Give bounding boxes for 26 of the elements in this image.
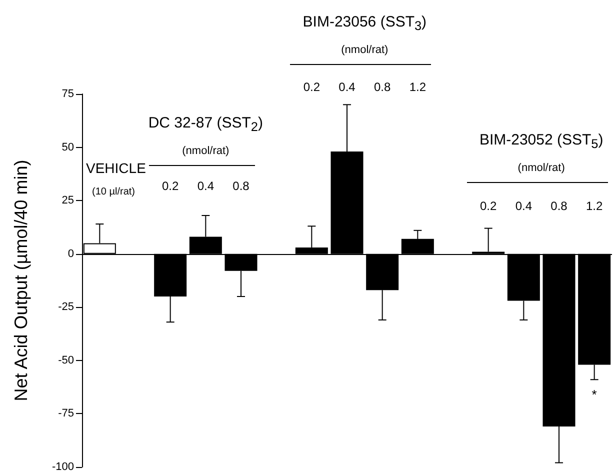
x-tick-label: 0.2 <box>162 179 179 193</box>
y-tick-label: -50 <box>58 354 74 366</box>
x-tick-label: 0.8 <box>374 80 391 94</box>
y-tick-label: -25 <box>58 301 74 314</box>
x-tick-label: 0.4 <box>515 199 532 213</box>
y-tick-label: 75 <box>62 88 74 100</box>
y-tick-label: -75 <box>58 408 74 420</box>
annotation: (10 µl/rat) <box>92 186 135 198</box>
x-tick-label: VEHICLE <box>86 160 146 176</box>
x-tick-label: 0.2 <box>303 80 320 94</box>
x-tick-label: 1.2 <box>586 199 603 213</box>
text: (nmol/rat) <box>341 44 388 56</box>
y-tick-label: 50 <box>62 141 74 154</box>
y-axis-title: Net Acid Output (µmol/40 min) <box>11 160 31 402</box>
y-tick-label: -100 <box>52 461 74 473</box>
annotation: (nmol/rat) <box>518 162 565 174</box>
x-tick-label: 1.2 <box>409 80 426 94</box>
x-tick-label: 0.8 <box>232 179 250 193</box>
x-tick-label: 0.4 <box>197 179 214 193</box>
y-tick-label: 0 <box>68 248 74 260</box>
y-tick-label: 25 <box>62 194 74 207</box>
x-tick-label: 0.2 <box>480 199 497 213</box>
annotation: * <box>592 387 597 402</box>
annotation: (nmol/rat) <box>182 145 230 157</box>
x-tick-label: 0.8 <box>550 199 568 213</box>
x-tick-label: 0.4 <box>338 80 356 94</box>
